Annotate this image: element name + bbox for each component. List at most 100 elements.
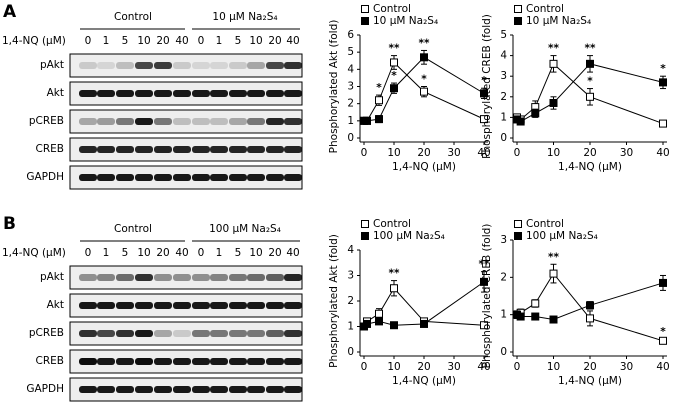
significance: ** — [389, 268, 400, 280]
significance: * — [587, 76, 593, 88]
blot-band — [173, 358, 191, 365]
blot-band — [116, 330, 134, 337]
significance: ** — [548, 43, 559, 55]
lane-label: 5 — [235, 35, 242, 47]
blot-band — [229, 118, 247, 125]
marker — [586, 92, 594, 101]
blot-band — [79, 174, 97, 181]
blot-band — [116, 358, 134, 365]
x-tick-label: 0 — [514, 361, 521, 373]
blot-band — [135, 174, 153, 181]
marker — [531, 299, 540, 308]
blot-band — [210, 330, 228, 337]
x-tick-label: 0 — [361, 361, 368, 373]
y-tick-label: 2 — [500, 271, 507, 283]
blot-band — [247, 62, 265, 69]
blot-label: pCREB — [29, 115, 64, 127]
blot-band — [135, 62, 153, 69]
blot-band — [154, 358, 172, 365]
legend-label: 10 μM Na₂S₄ — [373, 15, 438, 27]
lane-label: 40 — [175, 35, 188, 47]
blot-band — [284, 174, 302, 181]
marker — [549, 59, 558, 68]
blot-band — [266, 330, 284, 337]
marker — [363, 319, 371, 328]
blot-band — [284, 330, 302, 337]
blot-band — [154, 90, 172, 97]
y-tick-label: 3 — [500, 234, 507, 246]
y-tick-label: 1 — [347, 115, 354, 127]
blot-label: pCREB — [29, 327, 64, 339]
lane-label: 10 — [249, 35, 262, 47]
marker — [390, 321, 398, 330]
blot-band — [210, 358, 228, 365]
panel-label: B — [3, 214, 16, 234]
legend-label: Control — [373, 218, 411, 230]
marker — [420, 87, 428, 96]
y-tick-label: 2 — [347, 98, 354, 110]
y-axis-label: Phosphorylated CREB (fold) — [481, 224, 493, 369]
blot-band — [266, 62, 284, 69]
y-tick-label: 6 — [347, 29, 354, 41]
blot-band — [210, 274, 228, 281]
marker — [375, 115, 383, 124]
blot-band — [79, 274, 97, 281]
legend-marker — [514, 220, 522, 228]
legend-marker — [514, 17, 522, 25]
y-tick-label: 0 — [500, 346, 507, 358]
blot-band — [192, 90, 210, 97]
x-tick-label: 40 — [656, 147, 669, 159]
x-tick-label: 10 — [387, 361, 400, 373]
marker — [586, 59, 594, 68]
blot-band — [229, 62, 247, 69]
lane-label: 0 — [198, 247, 205, 259]
blot-band — [266, 118, 284, 125]
lane-label: 20 — [268, 35, 281, 47]
lane-label: 5 — [235, 247, 242, 259]
significance: ** — [419, 37, 430, 49]
blot-band — [116, 146, 134, 153]
marker — [375, 96, 383, 105]
legend-marker — [361, 232, 369, 240]
y-axis-label: Phosphorylated Akt (fold) — [328, 234, 340, 368]
blot-band — [97, 386, 115, 393]
y-tick-label: 4 — [500, 50, 507, 62]
blot-band — [97, 174, 115, 181]
marker — [480, 277, 488, 286]
legend-label: 100 μM Na₂S₄ — [373, 230, 445, 242]
marker — [390, 284, 398, 293]
blot-band — [229, 90, 247, 97]
x-tick-label: 20 — [583, 361, 596, 373]
blot-band — [210, 174, 228, 181]
legend-label: Control — [373, 3, 411, 15]
blot-label: Akt — [47, 299, 64, 311]
legend-label: 100 μM Na₂S₄ — [526, 230, 598, 242]
legend-label: 10 μM Na₂S₄ — [526, 15, 591, 27]
x-tick-label: 20 — [417, 361, 430, 373]
x-tick-label: 30 — [447, 361, 460, 373]
marker — [549, 315, 558, 324]
blot-band — [284, 118, 302, 125]
legend-label: Control — [526, 3, 564, 15]
blot-label: GAPDH — [26, 171, 64, 183]
lane-label: 10 — [137, 247, 150, 259]
blot-band — [247, 146, 265, 153]
marker — [516, 312, 525, 321]
blot-band — [79, 330, 97, 337]
blot-band — [284, 358, 302, 365]
blot-band — [210, 386, 228, 393]
x-axis-label: 1,4-NQ (μM) — [558, 161, 622, 173]
dose-label: 1,4-NQ (μM) — [2, 35, 66, 47]
lane-label: 1 — [103, 247, 110, 259]
blot-band — [97, 118, 115, 125]
lane-label: 5 — [122, 247, 129, 259]
blot-band — [229, 302, 247, 309]
significance: * — [481, 75, 487, 87]
marker — [659, 336, 667, 345]
blot-band — [173, 274, 191, 281]
x-axis-label: 1,4-NQ (μM) — [558, 375, 622, 387]
blot-band — [173, 386, 191, 393]
blot-band — [192, 274, 210, 281]
y-tick-label: 4 — [347, 244, 354, 256]
